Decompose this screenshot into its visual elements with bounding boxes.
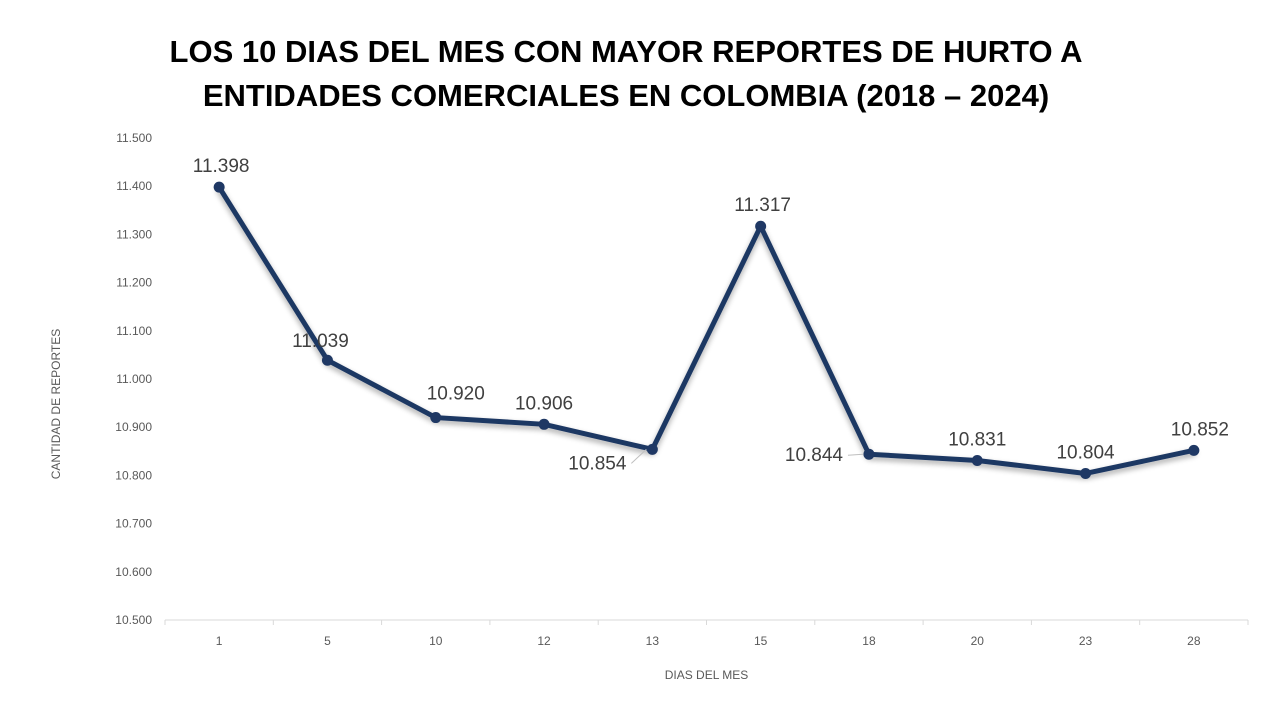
- data-point-marker: [646, 443, 658, 455]
- x-axis-ticks: 1 5 10 12 13 15 18 20 23 28: [164, 620, 1249, 648]
- data-point-marker: [321, 354, 333, 366]
- x-tick-label: 23: [1079, 634, 1093, 648]
- data-label: 10.854: [568, 453, 627, 474]
- y-tick-label: 11.400: [116, 179, 152, 193]
- y-tick-label: 11.200: [116, 276, 152, 290]
- data-point-marker: [863, 448, 875, 460]
- x-tick-label: 5: [324, 634, 331, 648]
- data-point-marker: [971, 454, 983, 466]
- y-tick-label: 10.700: [115, 517, 152, 531]
- x-tick-label: 28: [1187, 634, 1201, 648]
- y-tick-label: 10.600: [115, 565, 152, 579]
- x-tick-label: 13: [646, 634, 660, 648]
- leader-lines: [631, 449, 863, 464]
- chart-title-line-2: ENTIDADES COMERCIALES EN COLOMBIA (2018 …: [202, 78, 1050, 113]
- data-point-marker: [213, 181, 225, 193]
- data-label: 10.852: [1171, 419, 1229, 440]
- y-tick-label: 11.000: [116, 372, 152, 386]
- y-tick-label: 11.300: [116, 227, 152, 241]
- x-tick-label: 18: [862, 634, 876, 648]
- data-point-marker: [538, 418, 550, 430]
- data-label: 10.804: [1056, 442, 1115, 463]
- x-tick-label: 20: [971, 634, 985, 648]
- data-label: 10.844: [785, 445, 844, 466]
- data-label: 10.831: [948, 429, 1006, 450]
- x-tick-label: 10: [429, 634, 443, 648]
- y-axis-ticks: 10.500 10.600 10.700 10.800 10.900 11.000 11.1…: [115, 131, 152, 627]
- data-label: 10.906: [515, 393, 573, 414]
- chart-title: LOS 10 DIAS DEL MES CON MAYOR REPORTES D…: [0, 30, 1252, 118]
- x-tick-label: 12: [537, 634, 551, 648]
- y-tick-label: 10.800: [115, 468, 152, 482]
- data-point-marker: [430, 412, 442, 424]
- data-point-marker: [1188, 444, 1200, 456]
- data-labels: 11.398 11.039 10.920 10.906 10.854 11.317 10.8…: [193, 156, 1229, 474]
- series-line: [216, 184, 1197, 476]
- leader-line: [631, 449, 647, 464]
- chart-title-line-1: LOS 10 DIAS DEL MES CON MAYOR REPORTES D…: [169, 34, 1083, 69]
- series-line-group: [213, 181, 1200, 479]
- data-label: 11.317: [734, 195, 791, 216]
- y-tick-label: 10.500: [115, 613, 152, 627]
- data-point-marker: [755, 220, 767, 232]
- y-tick-label: 11.500: [116, 131, 152, 145]
- data-label: 11.039: [292, 331, 349, 352]
- data-point-marker: [1080, 467, 1092, 479]
- data-label: 11.398: [193, 156, 250, 177]
- y-tick-label: 11.100: [116, 324, 152, 338]
- leader-line: [847, 453, 863, 456]
- x-tick-label: 15: [754, 634, 768, 648]
- y-tick-label: 10.900: [115, 420, 152, 434]
- x-axis-title: DIAS DEL MES: [665, 668, 749, 682]
- x-tick-label: 1: [216, 634, 223, 648]
- y-axis-title: CANTIDAD DE REPORTES: [49, 329, 63, 479]
- data-label: 10.920: [427, 384, 485, 405]
